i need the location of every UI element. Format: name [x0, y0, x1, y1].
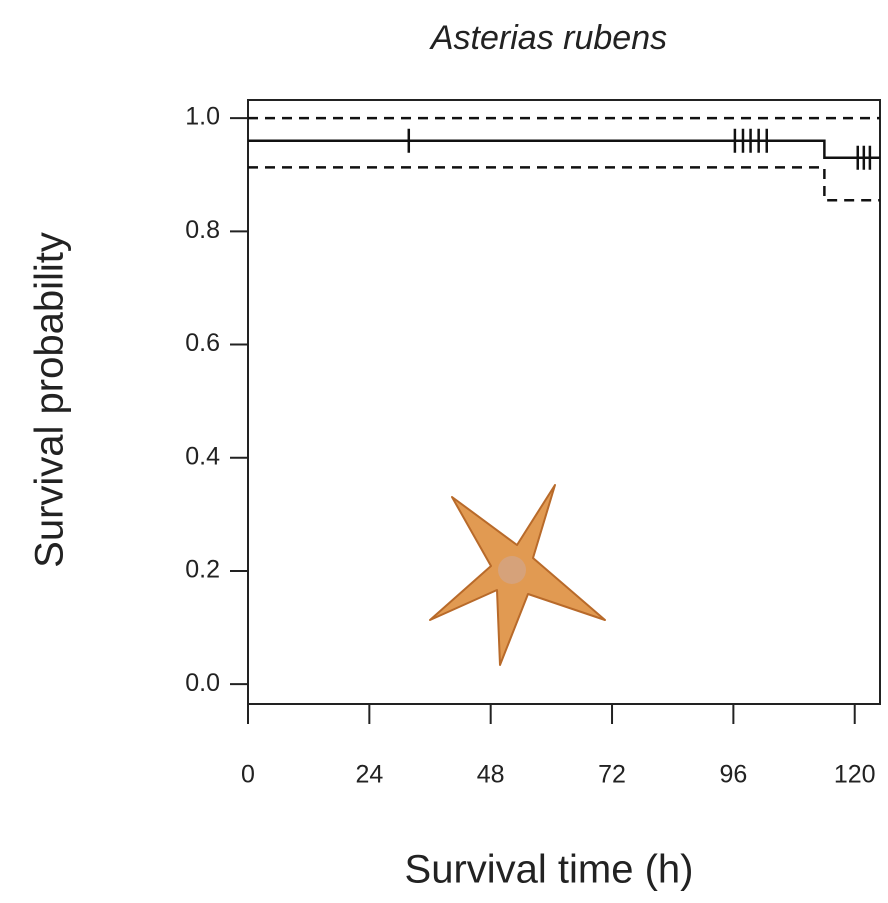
y-tick-label: 0.8	[185, 216, 220, 244]
y-tick-label: 0.6	[185, 329, 220, 357]
confidence-line	[248, 166, 880, 202]
x-tick-label: 96	[719, 761, 747, 789]
y-axis-label: Survival probability	[28, 232, 72, 568]
x-axis-label: Survival time (h)	[405, 848, 694, 892]
chart-title: Asterias rubens	[429, 19, 667, 57]
x-tick-label: 0	[241, 761, 255, 789]
x-tick-label: 72	[598, 761, 626, 789]
x-tick-label: 120	[834, 761, 876, 789]
survival-line	[248, 139, 880, 159]
y-tick-label: 1.0	[185, 103, 220, 131]
plot-frame	[247, 99, 881, 705]
y-tick-label: 0.0	[185, 669, 220, 697]
y-tick-label: 0.2	[185, 556, 220, 584]
starfish-center	[498, 556, 526, 584]
y-tick-label: 0.4	[185, 442, 220, 470]
x-tick-label: 24	[355, 761, 383, 789]
x-tick-label: 48	[477, 761, 505, 789]
starfish-illustration	[429, 484, 606, 666]
